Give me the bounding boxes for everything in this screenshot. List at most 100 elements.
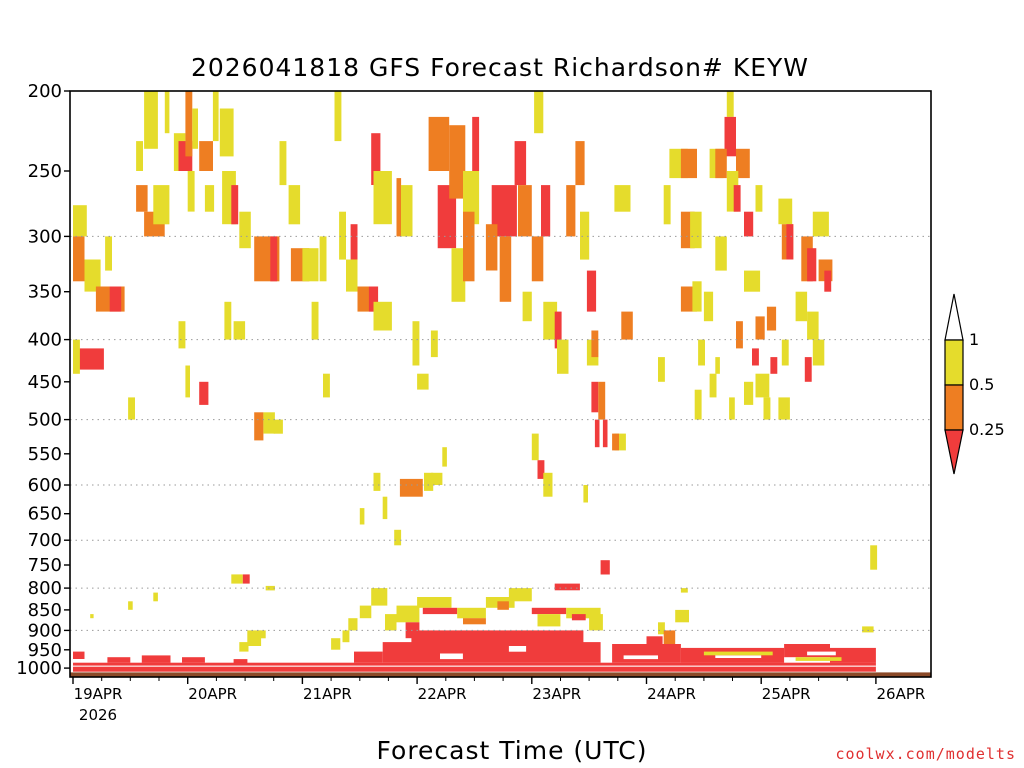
heatmap-cell [463,171,480,225]
heatmap-cell [778,397,790,420]
heatmap-cell [729,397,735,420]
heatmap-cell [105,236,112,271]
heatmap-cell [598,381,606,420]
heatmap-cell [396,605,420,623]
heatmap-cell [675,609,689,623]
heatmap-cell [78,348,104,370]
heatmap-cell [583,485,588,503]
heatmap-cell [736,148,750,179]
heatmap-cell [141,655,171,663]
heatmap-cell [401,185,413,237]
heatmap-cell [752,348,759,366]
heatmap-cell [680,647,785,663]
x-tick-label: 26APR [876,685,925,703]
colorbar-bin [944,429,964,475]
y-tick-label: 750 [28,555,62,576]
heatmap-cell [602,419,608,448]
heatmap-cell [703,651,773,656]
heatmap-cell [451,248,466,302]
heatmap-cell [812,339,825,366]
heatmap-cell [566,185,576,237]
heatmap-cell [554,583,580,591]
heatmap-cell [724,116,736,157]
heatmap-cell [331,638,341,650]
heatmap-cell [430,330,438,358]
surface-band [70,672,931,677]
heatmap-cell [350,224,358,260]
heatmap-cell [128,601,133,610]
heatmap-cell [554,311,562,349]
heatmap-cell [715,357,720,374]
heatmap-cell [73,665,876,667]
heatmap-cell [382,496,388,520]
heatmap-cell [508,646,527,652]
heatmap-cell [763,397,771,420]
y-tick-label: 800 [28,578,62,599]
heatmap-cell [614,185,631,212]
y-axis: 200 250 300 350 400 450 500 550 600 650 700 7508008… [16,81,70,679]
heatmap-cell [522,291,532,322]
heatmap-cell [182,657,205,663]
heatmap-cell [499,236,512,302]
y-tick-label: 950 [28,640,62,661]
surface-fill [70,672,931,677]
heatmap-cell [136,185,148,212]
heatmap-cell [518,185,532,237]
heatmap-cell [736,321,743,349]
heatmap-cell [73,662,876,672]
heatmap-cell [795,291,808,322]
gridlines [70,235,931,631]
y-tick-label: 650 [28,504,62,525]
heatmap-cell [614,433,626,451]
heatmap-cell [485,224,498,271]
y-tick-label: 600 [28,475,62,496]
heatmap-cell [726,171,739,212]
heatmap-cell [373,472,381,491]
heatmap-cell [239,211,251,249]
heatmap-cell [694,389,702,420]
heatmap-cell [136,141,143,171]
heatmap-cell [531,607,567,615]
heatmap-cell [346,259,358,292]
heatmap-cell [744,270,761,292]
heatmap-cell [862,626,874,633]
heatmap-cell [233,659,248,665]
heatmap-cell [514,141,527,186]
heatmap-cell [385,614,397,631]
heatmap-cell [472,116,480,171]
heatmap-cell [807,651,836,656]
heatmap-cell [440,653,463,660]
heatmap-cell [709,373,717,398]
heatmap-cell [658,357,665,382]
heatmap-cell [824,270,832,292]
heatmap-cell [288,185,301,225]
heatmap-cell [178,321,186,349]
heatmap-cell [589,614,603,631]
heatmap-cell [73,339,80,374]
heatmap-cell [185,365,190,398]
heatmap-cell [755,316,765,340]
colorbar-legend: 1 0.5 0.25 [944,293,1005,475]
y-tick-label: 850 [28,600,62,621]
heatmap-cell [612,644,681,663]
x-tick-label: 25APR [762,685,811,703]
heatmap-cell [663,630,676,646]
heatmap-cell [107,657,131,663]
heatmap-cell [411,630,584,645]
chart-title: 2026041818 GFS Forecast Richardson# KEYW [191,53,809,82]
heatmap-cell [373,301,392,331]
heatmap-cell [212,91,219,142]
heatmap-cell [224,301,232,340]
heatmap-cell [302,248,319,282]
colorbar-level-label: 1 [969,330,979,349]
heatmap-cell [698,339,705,366]
heatmap-cell [258,630,266,639]
heatmap-cell [680,588,688,593]
heatmap-cell [692,281,702,312]
heatmap-cell [744,211,754,237]
heatmap-cell [73,651,85,659]
heatmap-cell [703,291,714,322]
colorbar-bin [944,293,964,341]
y-tick-label: 700 [28,530,62,551]
heatmap-cell [273,419,283,434]
